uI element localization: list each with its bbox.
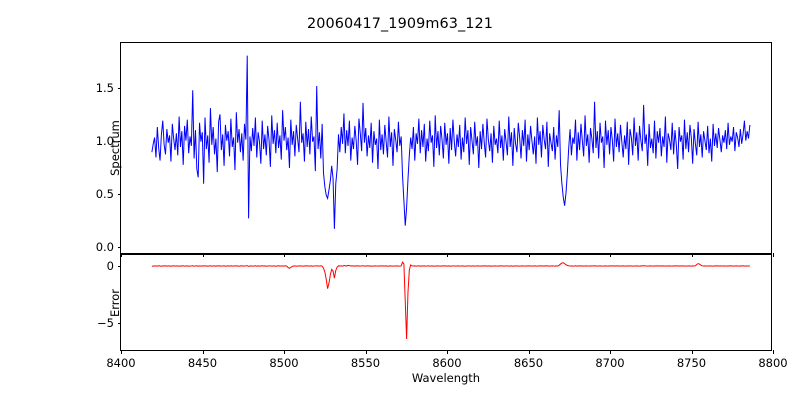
y-tick-mark	[117, 322, 121, 324]
y-tick-mark	[117, 140, 121, 142]
x-tick-mark	[365, 350, 367, 354]
y-tick-mark	[117, 193, 121, 195]
error-line	[152, 262, 750, 339]
y-tick-label: −5	[97, 315, 114, 330]
x-tick-mark	[691, 350, 693, 354]
x-tick-label: 8750	[676, 356, 707, 370]
x-tick-label: 8650	[513, 356, 544, 370]
x-tick-mark	[447, 350, 449, 354]
x-tick-label: 8700	[595, 356, 625, 370]
x-tick-mark	[610, 350, 612, 354]
spectrum-line-svg	[121, 43, 771, 253]
spectrum-y-axis-label: Spectrum	[108, 120, 122, 176]
y-tick-mark	[117, 266, 121, 268]
error-axes: 0 −5 8400 8450 8500 8550 8600 8650 8700 8750 8800…	[97, 254, 788, 370]
x-tick-mark	[528, 350, 530, 354]
y-tick-label: 1.5	[95, 80, 114, 95]
y-tick-label: 1.0	[95, 133, 114, 148]
error-plot-area	[121, 255, 771, 350]
figure-title: 20060417_1909m63_121	[306, 16, 494, 32]
y-tick-label: 0	[106, 259, 114, 274]
x-tick-label: 8600	[432, 356, 462, 370]
x-axis-label: Wavelength	[411, 371, 481, 385]
x-tick-mark	[773, 253, 775, 257]
x-tick-mark	[121, 350, 123, 354]
x-tick-label: 8450	[187, 356, 218, 370]
x-tick-label: 8500	[269, 356, 299, 370]
y-tick-label: 0.5	[95, 186, 114, 201]
y-tick-mark	[117, 246, 121, 248]
x-tick-label: 8800	[758, 356, 788, 370]
x-tick-mark	[284, 350, 286, 354]
x-tick-label: 8400	[106, 356, 136, 370]
spectrum-line	[152, 56, 750, 229]
spectrum-plot-area	[121, 43, 771, 253]
x-tick-mark	[202, 350, 204, 354]
error-y-axis-label: Error	[108, 288, 122, 317]
spectrum-axes: 0.0 0.5 1.0 1.5 Spectrum	[96, 42, 775, 257]
y-tick-label: 0.0	[95, 239, 114, 254]
x-tick-label: 8550	[350, 356, 381, 370]
x-tick-mark	[773, 350, 775, 354]
error-line-svg	[121, 255, 771, 350]
y-tick-mark	[117, 87, 121, 89]
